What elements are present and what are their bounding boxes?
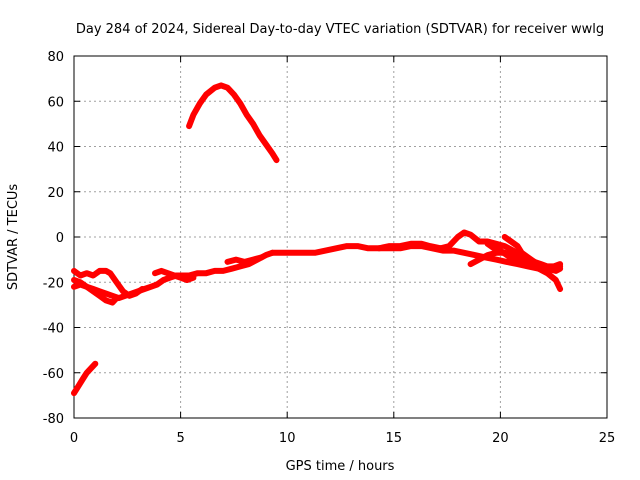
series-layer bbox=[71, 82, 564, 397]
x-tick-label: 10 bbox=[279, 431, 296, 446]
series-line-arc-evening-d bbox=[484, 240, 536, 270]
axis-ticks: 0 5 10 15 20 25 -80 -60 -40 -20 0 20 40 60 80 bbox=[43, 50, 616, 446]
y-tick-label: 60 bbox=[47, 95, 64, 110]
x-tick-label: 15 bbox=[386, 431, 403, 446]
y-tick-label: -20 bbox=[43, 276, 64, 291]
series-line-arc-evening-b bbox=[467, 249, 564, 292]
series-line-arc-main-a bbox=[71, 249, 276, 302]
y-tick-label: 40 bbox=[47, 141, 64, 156]
y-tick-label: -40 bbox=[43, 322, 64, 337]
series-line-arc-evening-c bbox=[501, 234, 564, 270]
y-tick-label: 80 bbox=[47, 50, 64, 65]
chart-title: Day 284 of 2024, Sidereal Day-to-day VTE… bbox=[76, 22, 604, 37]
y-tick-label: -80 bbox=[43, 412, 64, 427]
x-tick-label: 0 bbox=[70, 431, 78, 446]
x-axis-label: GPS time / hours bbox=[286, 459, 395, 474]
series-line-arc-main-c bbox=[71, 277, 120, 306]
grid bbox=[74, 56, 607, 418]
series-line-arc-main-e bbox=[224, 254, 265, 265]
y-tick-label: -60 bbox=[43, 367, 64, 382]
y-axis-label: SDTVAR / TECUs bbox=[6, 184, 21, 291]
y-tick-label: 0 bbox=[56, 231, 64, 246]
x-tick-label: 25 bbox=[599, 431, 616, 446]
series-line-arc-morning-high bbox=[186, 82, 280, 164]
y-tick-label: 20 bbox=[47, 186, 64, 201]
series-line-arc-early-low bbox=[71, 360, 99, 397]
series-line-arc-main-d bbox=[152, 267, 197, 283]
series-line-arc-main-b bbox=[71, 267, 146, 299]
x-tick-label: 5 bbox=[176, 431, 184, 446]
x-tick-label: 20 bbox=[492, 431, 509, 446]
